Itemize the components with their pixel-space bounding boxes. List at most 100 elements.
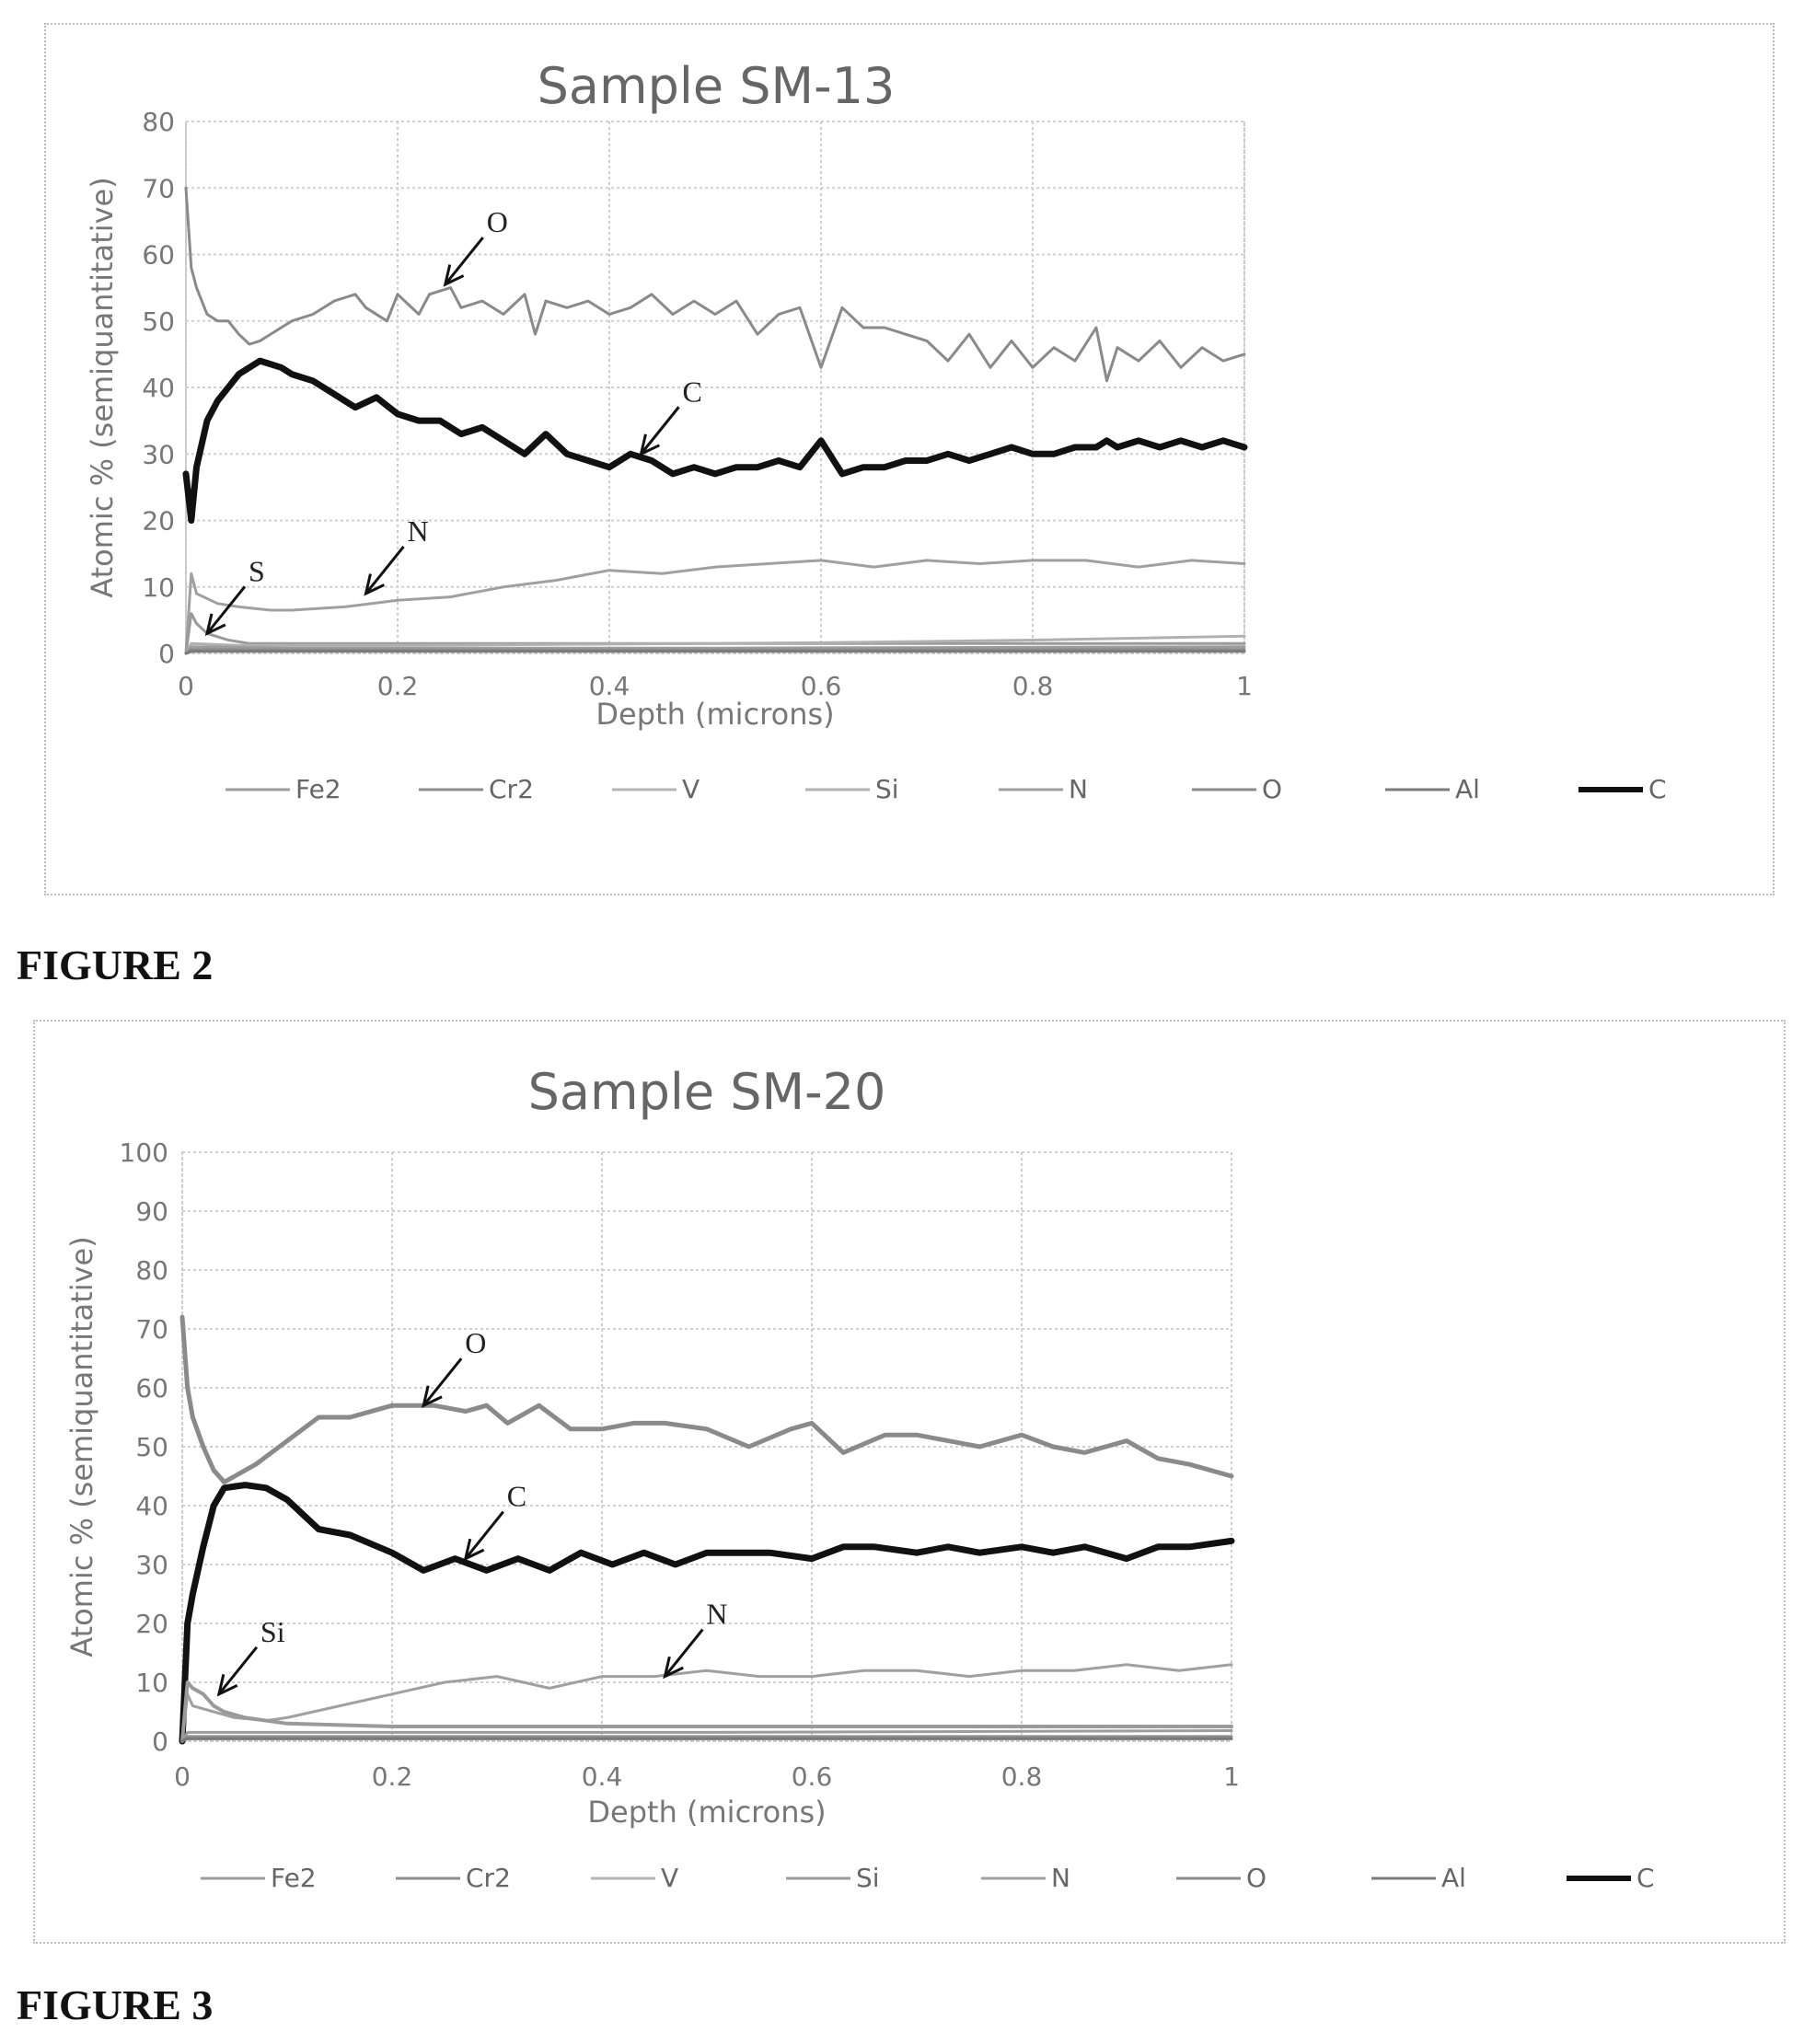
legend-label: C	[1648, 774, 1667, 804]
y-tick-label: 20	[142, 506, 175, 537]
annotation-label: N	[706, 1598, 727, 1631]
annotation-arrow-line	[664, 1628, 704, 1678]
x-tick-label: 0.4	[582, 1761, 623, 1792]
chart-canvas: Sample SM-20 0 10 20 30 40 50 60 70 80 90 100 0 0.2 0.…	[64, 1063, 1655, 1893]
annotation-c: C	[639, 375, 702, 456]
annotation-label: C	[507, 1480, 526, 1513]
arrow-head-icon	[443, 264, 465, 287]
annotation-label: N	[408, 514, 429, 548]
y-tick-label: 80	[142, 107, 175, 137]
chart-canvas: Sample SM-13 0 10 20 30 40 50 60 70 80 0 0.2 0.4 0.6 0…	[85, 57, 1667, 804]
y-tick-label: 40	[142, 373, 175, 403]
arrow-head-icon	[422, 1385, 443, 1408]
legend-label: C	[1636, 1863, 1655, 1893]
x-tick-label: 0.4	[589, 671, 630, 701]
chart-sample-sm-13: Sample SM-13 0 10 20 30 40 50 60 70 80 0 0.2 0.4 0.6 0…	[44, 23, 1775, 895]
legend-label: Cr2	[466, 1863, 511, 1893]
arrow-head-icon	[364, 573, 386, 596]
chart-sample-sm-20: Sample SM-20 0 10 20 30 40 50 60 70 80 90 100 0 0.2 0.…	[33, 1020, 1786, 1944]
x-tick-label: 1	[1223, 1761, 1240, 1792]
chart-title: Sample SM-20	[528, 1063, 886, 1121]
y-tick-label: 50	[135, 1432, 168, 1462]
legend-label: O	[1262, 774, 1282, 804]
x-tick-label: 0	[174, 1761, 191, 1792]
annotation-c: C	[463, 1480, 526, 1562]
y-tick-label: 90	[135, 1196, 168, 1227]
annotation-arrow-line	[444, 237, 484, 285]
legend-label: Si	[856, 1863, 880, 1893]
legend-label: Cr2	[489, 774, 534, 804]
legend-label: O	[1246, 1863, 1266, 1893]
x-tick-label: 0.8	[1012, 671, 1054, 701]
annotation-arrow-line	[364, 546, 405, 595]
y-axis-label: Atomic % (semiquantitative)	[85, 177, 120, 597]
series-line-fe2	[184, 645, 1246, 655]
y-tick-label: 0	[152, 1726, 168, 1757]
x-tick-label: 0.8	[1001, 1761, 1043, 1792]
y-tick-label: 60	[135, 1373, 168, 1403]
annotation-label: Si	[260, 1615, 285, 1648]
x-tick-label: 0	[178, 671, 194, 701]
figure-2-caption: FIGURE 2	[17, 941, 214, 988]
x-axis-label: Depth (microns)	[596, 697, 834, 732]
series-line-o	[184, 186, 1246, 383]
series-line-si	[184, 634, 1246, 655]
legend-label: Fe2	[271, 1863, 317, 1893]
annotation-n: N	[364, 514, 429, 596]
legend-label: Al	[1455, 774, 1480, 804]
annotation-label: O	[465, 1326, 486, 1359]
chart-title: Sample SM-13	[538, 57, 896, 115]
annotation-arrow-line	[217, 1646, 259, 1695]
y-tick-label: 50	[142, 306, 175, 337]
series-line-c	[179, 1482, 1235, 1745]
series-line-c	[182, 357, 1248, 524]
y-tick-label: 40	[135, 1491, 168, 1521]
x-tick-label: 0.2	[372, 1761, 413, 1792]
legend-label: Al	[1441, 1863, 1466, 1893]
x-tick-label: 1	[1236, 671, 1253, 701]
annotation-label: O	[487, 205, 508, 238]
arrow-head-icon	[463, 1538, 485, 1562]
arrow-head-icon	[216, 1674, 238, 1697]
y-tick-label: 20	[135, 1609, 168, 1639]
annotation-si: Si	[216, 1615, 285, 1697]
annotation-n: N	[663, 1598, 728, 1680]
series-line-al	[180, 1737, 1233, 1743]
series-line-si	[180, 1680, 1233, 1743]
y-axis-label: Atomic % (semiquantitative)	[64, 1236, 99, 1657]
arrow-head-icon	[639, 433, 661, 456]
y-tick-label: 80	[135, 1255, 168, 1286]
annotation-o: O	[443, 205, 508, 287]
y-tick-label: 70	[142, 173, 175, 203]
plot-area	[185, 121, 1245, 654]
y-tick-label: 0	[158, 639, 175, 669]
y-tick-label: 30	[142, 439, 175, 469]
arrow-head-icon	[204, 613, 226, 637]
annotation-label: S	[249, 554, 265, 587]
annotation-arrow-line	[640, 406, 680, 456]
annotation-arrow-line	[464, 1510, 504, 1560]
y-tick-label: 30	[135, 1550, 168, 1580]
annotation-o: O	[422, 1326, 486, 1408]
y-tick-label: 70	[135, 1314, 168, 1345]
annotation-arrow-line	[205, 585, 247, 635]
series-line-fe2	[180, 1729, 1233, 1743]
y-tick-label: 10	[135, 1668, 168, 1698]
legend-label: Si	[875, 774, 899, 804]
series-line-o	[179, 1314, 1234, 1484]
legend-label: V	[661, 1863, 678, 1893]
figure-3-caption: FIGURE 3	[17, 1981, 214, 2028]
legend-label: N	[1051, 1863, 1070, 1893]
annotation-label: C	[683, 375, 702, 408]
annotation-s: S	[204, 554, 265, 637]
series-line-n	[184, 559, 1246, 655]
x-tick-label: 0.6	[801, 671, 842, 701]
legend-label: Fe2	[295, 774, 341, 804]
y-tick-label: 60	[142, 240, 175, 271]
annotation-arrow-line	[422, 1357, 463, 1407]
legend-label: N	[1069, 774, 1088, 804]
series-line-n	[180, 1663, 1233, 1743]
legend-label: V	[682, 774, 700, 804]
series-line-cr2	[180, 1735, 1233, 1743]
x-axis-label: Depth (microns)	[587, 1795, 826, 1830]
